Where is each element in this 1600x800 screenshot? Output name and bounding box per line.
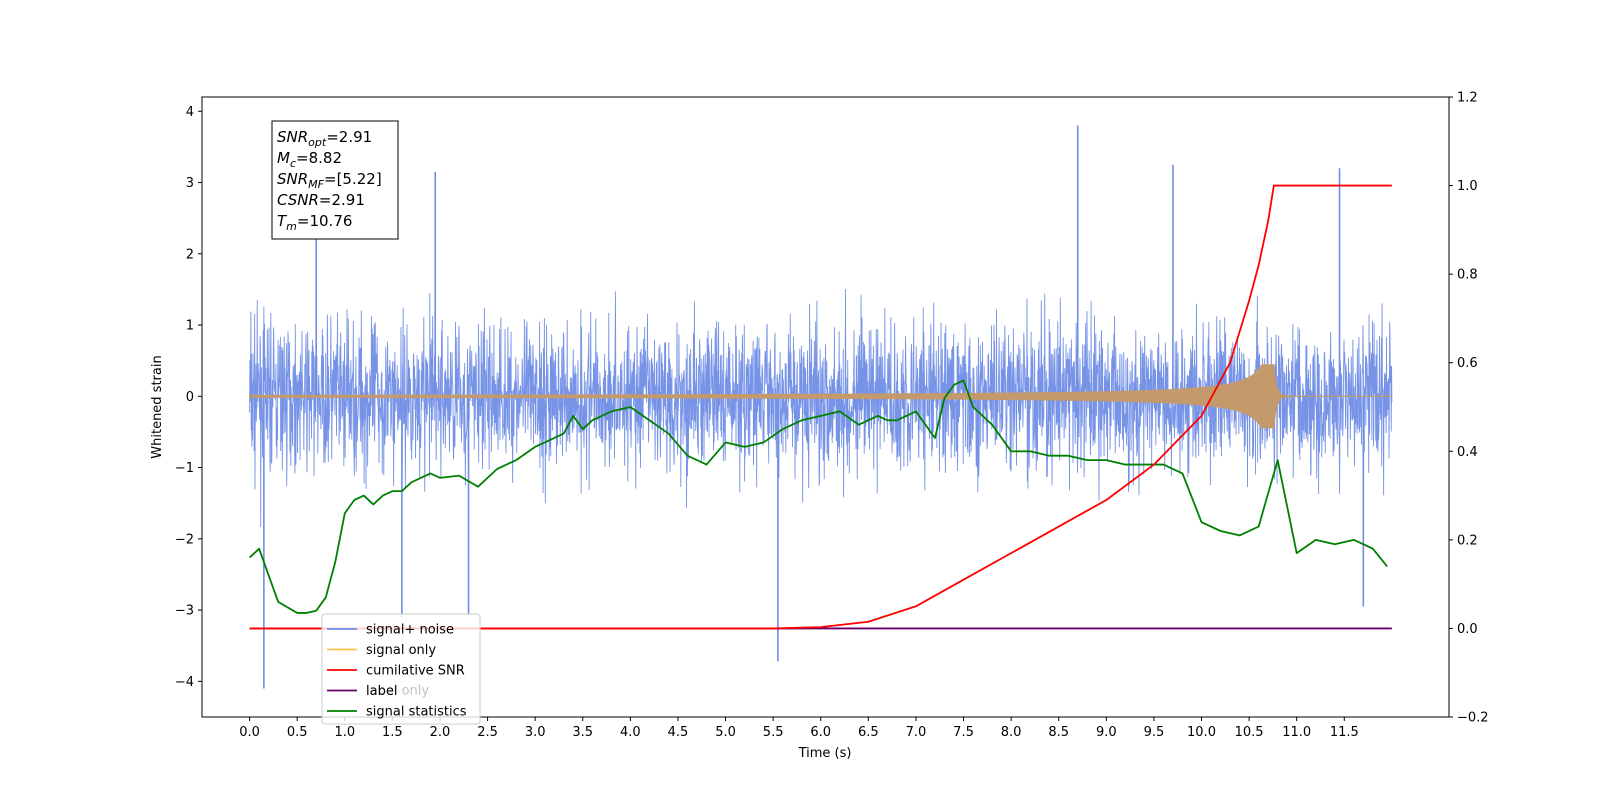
annotation-value: =2.91	[326, 128, 372, 146]
y2-tick-label: 1.0	[1457, 179, 1478, 194]
cumulative-snr-line	[249, 184, 1392, 630]
y-tick-label: 0	[186, 390, 194, 405]
x-tick-label: 2.0	[430, 725, 451, 740]
x-tick-label: 9.5	[1144, 725, 1165, 740]
x-tick-label: 9.0	[1096, 725, 1117, 740]
y-tick-label: −3	[175, 604, 194, 619]
x-tick-label: 3.5	[572, 725, 593, 740]
legend-label: signal statistics	[366, 705, 467, 720]
x-tick-label: 10.0	[1187, 725, 1216, 740]
annotation-line: Tm=10.76	[277, 212, 352, 233]
annotation-line: CSNR=2.91	[277, 191, 365, 209]
signal-only-series	[249, 364, 1392, 429]
x-tick-label: 11.0	[1282, 725, 1311, 740]
legend-overlap-label: label only	[366, 684, 429, 699]
annotation-value: =2.91	[319, 191, 365, 209]
annotation-subscript: c	[290, 157, 296, 170]
y-tick-label: 1	[186, 319, 194, 334]
annotation-subscript: opt	[308, 136, 327, 149]
y2-tick-label: 0.2	[1457, 533, 1478, 548]
annotation-line: SNRMF=[5.22]	[277, 170, 382, 191]
y-axis-left: 4 3 2 1 0 −1 −2 −3 −4	[175, 105, 202, 690]
x-axis-label: Time (s)	[798, 746, 852, 761]
legend-label: label	[366, 684, 397, 699]
x-tick-label: 8.5	[1048, 725, 1069, 740]
x-tick-label: 6.0	[810, 725, 831, 740]
y2-tick-label: −0.2	[1457, 711, 1489, 726]
x-tick-label: 5.0	[715, 725, 736, 740]
x-tick-label: 4.5	[668, 725, 689, 740]
x-tick-label: 0.5	[287, 725, 308, 740]
y2-tick-label: 0.0	[1457, 622, 1478, 637]
plot-area	[248, 125, 1393, 689]
x-tick-label: 1.5	[382, 725, 403, 740]
x-tick-label: 3.0	[525, 725, 546, 740]
x-axis: 0.0 0.5 1.0 1.5 2.0 2.5 3.0 3.5 4.0 4.5 5.0 5.5 6.0 6…	[239, 717, 1359, 740]
x-tick-label: 11.5	[1330, 725, 1359, 740]
annotation-symbol: SNR	[277, 170, 308, 188]
annotation-subscript: m	[286, 220, 297, 233]
legend-label: cumilative SNR	[366, 664, 465, 679]
annotation-frame	[271, 120, 399, 240]
annotation-line: SNRopt=2.91	[277, 128, 372, 149]
annotation-line: Mc=8.82	[277, 149, 342, 170]
y-tick-label: 2	[186, 247, 194, 262]
annotation-symbol: SNR	[277, 128, 308, 146]
y-tick-label: 3	[186, 176, 194, 191]
signal-only-line	[249, 364, 1392, 429]
annotation-symbol: M	[277, 149, 290, 167]
y-tick-label: 4	[186, 105, 194, 120]
x-tick-label: 5.5	[763, 725, 784, 740]
x-tick-label: 7.5	[953, 725, 974, 740]
legend-label: signal+ noise	[366, 623, 454, 638]
x-tick-label: 6.5	[858, 725, 879, 740]
legend-label: signal only	[366, 643, 436, 658]
annotation-symbol: CSNR	[277, 191, 319, 209]
x-tick-label: 10.5	[1235, 725, 1264, 740]
y-tick-label: −1	[175, 461, 194, 476]
y2-tick-label: 1.2	[1457, 91, 1478, 106]
y2-tick-label: 0.6	[1457, 356, 1478, 371]
plot-frame	[201, 96, 1450, 718]
y2-tick-label: 0.8	[1457, 268, 1478, 283]
legend: signal+ noise signal only cumilative SNR la…	[321, 613, 481, 725]
x-tick-label: 2.5	[477, 725, 498, 740]
annotation-value: =10.76	[297, 212, 353, 230]
x-tick-label: 0.0	[239, 725, 260, 740]
x-tick-label: 7.0	[906, 725, 927, 740]
annotation-value: =[5.22]	[324, 170, 382, 188]
y-axis-label: Whitened strain	[150, 355, 165, 458]
annotation-subscript: MF	[308, 178, 324, 191]
annotation-box: SNRopt=2.91Mc=8.82SNRMF=[5.22]CSNR=2.91T…	[271, 120, 399, 240]
y-axis-right: 1.2 1.0 0.8 0.6 0.4 0.2 0.0 −0.2	[1449, 91, 1489, 726]
x-tick-label: 1.0	[334, 725, 355, 740]
y2-tick-label: 0.4	[1457, 445, 1478, 460]
annotation-symbol: T	[277, 212, 288, 230]
annotation-value: =8.82	[296, 149, 342, 167]
y-tick-label: −2	[175, 532, 194, 547]
legend-frame	[321, 613, 481, 725]
y-tick-label: −4	[175, 675, 194, 690]
x-tick-label: 8.0	[1001, 725, 1022, 740]
x-tick-label: 4.0	[620, 725, 641, 740]
